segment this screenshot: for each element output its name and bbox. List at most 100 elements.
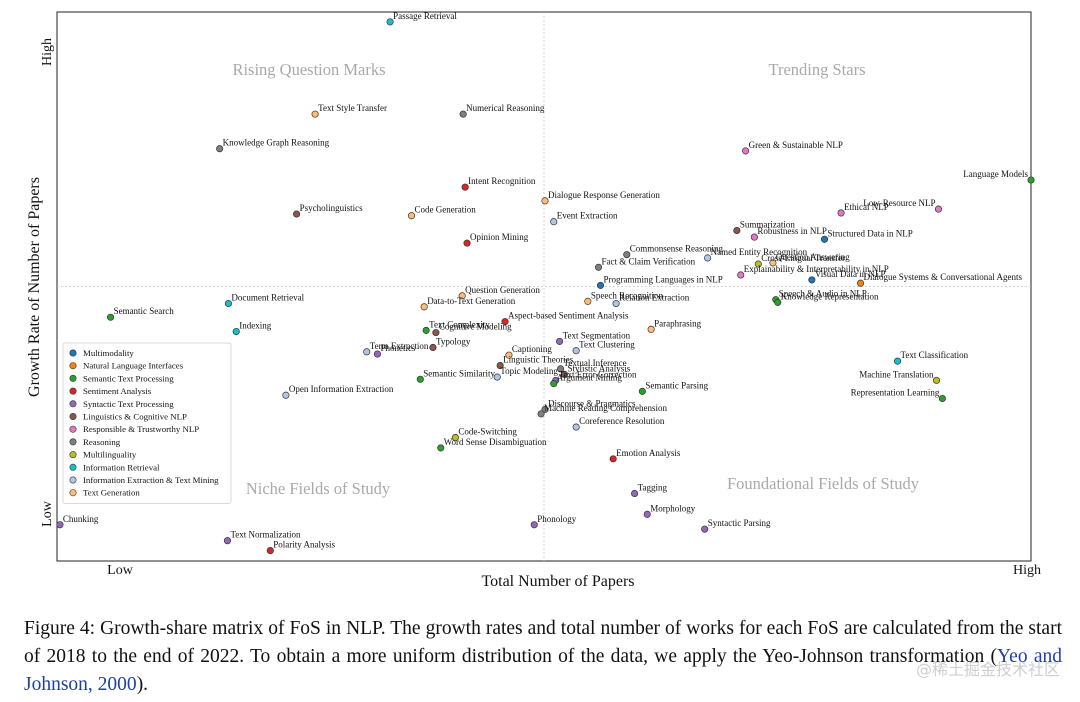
data-point: [422, 326, 430, 334]
legend-marker: [69, 489, 77, 497]
data-point: [537, 410, 545, 418]
legend-entry: Linguistics & Cognitive NLP: [83, 412, 187, 422]
legend-entry: Natural Language Interfaces: [83, 361, 184, 371]
data-point: [737, 271, 745, 279]
point-label: Text Style Transfer: [318, 103, 387, 113]
caption-citation-link[interactable]: Yeo and Johnson, 2000: [24, 646, 1062, 695]
data-point: [216, 145, 224, 153]
point-label: Dialogue Systems & Conversational Agents: [864, 272, 1023, 282]
data-point: [461, 183, 469, 191]
data-point: [56, 521, 64, 529]
legend-marker: [69, 463, 77, 471]
point-label: Numerical Reasoning: [466, 103, 545, 113]
point-label: Textual Inference: [564, 358, 627, 368]
x-tick-low: Low: [107, 563, 134, 578]
legend-entry: Information Extraction & Text Mining: [83, 475, 219, 485]
data-point: [223, 537, 232, 545]
point-label: Machine Translation: [859, 369, 934, 379]
legend-marker: [69, 387, 77, 395]
point-label: Text Segmentation: [563, 330, 631, 340]
legend-entry: Syntactic Text Processing: [83, 399, 174, 409]
data-point: [451, 433, 459, 442]
data-point: [224, 299, 232, 308]
point-label: Text Complexity: [429, 319, 490, 329]
legend-marker: [69, 412, 77, 420]
data-point: [386, 18, 394, 26]
point-label: Intent Recognition: [468, 176, 536, 186]
point-label: Event Extraction: [557, 211, 618, 221]
x-tick-high: High: [1013, 563, 1041, 578]
point-label: Green & Sustainable NLP: [749, 140, 843, 150]
point-label: Commonsense Reasoning: [630, 244, 724, 254]
point-label: Semantic Search: [114, 306, 175, 316]
data-point: [932, 376, 941, 384]
point-label: Text Classification: [901, 350, 969, 360]
point-label: Polarity Analysis: [273, 540, 335, 550]
point-label: Explainability & Interpretability in NLP: [744, 264, 889, 274]
point-label: Paraphrasing: [654, 318, 701, 328]
legend-entry: Multimodality: [83, 348, 134, 358]
point-label: Cognitive Modeling: [439, 322, 512, 332]
data-point: [742, 147, 750, 155]
data-point: [560, 370, 569, 378]
y-tick-low: Low: [40, 500, 55, 527]
data-point: [463, 239, 471, 247]
data-point: [458, 292, 466, 300]
point-label: Discourse & Pragmatics: [548, 398, 636, 408]
data-point: [572, 347, 580, 355]
point-label: Aspect-based Sentiment Analysis: [508, 311, 629, 321]
point-label: Open Information Extraction: [289, 384, 394, 394]
data-point: [107, 313, 115, 321]
point-label: Opinion Mining: [470, 232, 529, 242]
data-point: [594, 263, 603, 271]
point-label: Psycholinguistics: [300, 203, 364, 213]
point-label: Semantic Parsing: [645, 380, 708, 390]
data-point: [416, 375, 424, 383]
point-label: Code Generation: [415, 205, 477, 215]
legend-marker: [69, 451, 77, 459]
point-label: Fact & Claim Verification: [602, 256, 696, 266]
point-label: Text Normalization: [230, 530, 301, 540]
point-label: Word Sense Disambiguation: [444, 437, 547, 447]
data-point: [373, 350, 381, 358]
data-point: [733, 226, 741, 235]
point-label: Dialogue Response Generation: [548, 190, 660, 200]
point-label: Phonetics: [380, 343, 415, 353]
data-point: [432, 329, 440, 337]
legend-entry: Reasoning: [83, 437, 121, 447]
point-label: Captioning: [512, 344, 552, 354]
data-point: [232, 327, 240, 336]
point-label: Chunking: [63, 514, 99, 524]
point-label: Stylistic Analysis: [567, 363, 630, 373]
data-point: [550, 218, 558, 226]
data-point: [420, 303, 428, 311]
data-point: [609, 455, 617, 463]
point-label: Robustness in NLP: [757, 226, 827, 236]
data-point: [638, 387, 646, 395]
data-point: [837, 209, 845, 217]
legend-entry: Responsible & Trustworthy NLP: [83, 424, 199, 434]
data-point: [643, 510, 651, 518]
point-label: Machine Reading Comprehension: [544, 403, 667, 413]
legend-marker: [69, 374, 77, 382]
data-point: [505, 351, 513, 359]
point-label: Semantic Similarity: [423, 368, 495, 378]
point-label: Representation Learning: [851, 387, 940, 397]
point-label: Low-Resource NLP: [863, 198, 935, 208]
legend-marker: [69, 438, 77, 446]
data-point: [754, 260, 762, 268]
point-label: Text Clustering: [579, 340, 635, 350]
point-label: Relation Extraction: [619, 293, 690, 303]
legend-entry: Semantic Text Processing: [83, 373, 174, 383]
caption-text: Figure 4: Growth-share matrix of FoS in …: [24, 618, 1062, 667]
point-label: Passage Retrieval: [393, 11, 457, 21]
point-label: Language Models: [963, 169, 1028, 179]
point-label: Speech Recognition: [591, 290, 664, 300]
point-label: Typology: [436, 336, 471, 346]
data-point: [557, 365, 565, 373]
point-label: Text Error Correction: [559, 369, 637, 379]
point-label: Syntactic Parsing: [708, 518, 771, 528]
data-point: [541, 405, 549, 414]
legend-box: [62, 342, 232, 504]
data-point: [647, 325, 655, 333]
